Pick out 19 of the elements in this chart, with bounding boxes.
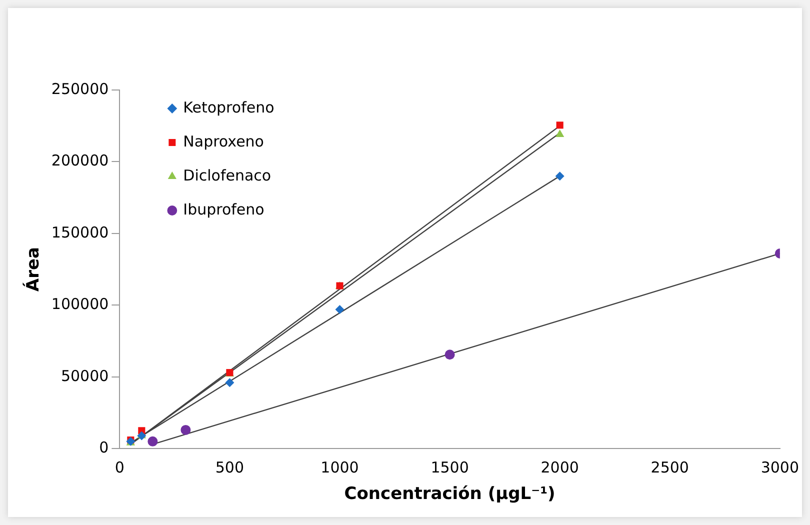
x-tick-label: 1000 (320, 458, 359, 476)
x-tick-label: 1500 (430, 458, 469, 476)
y-axis-title: Área (22, 247, 44, 292)
x-tick-label: 2000 (540, 458, 579, 476)
x-tick-label: 500 (215, 458, 244, 476)
legend-label: Diclofenaco (183, 166, 272, 184)
y-tick-label: 50000 (60, 366, 109, 385)
y-tick-label: 0 (99, 438, 109, 456)
x-tick-label: 2500 (650, 458, 689, 476)
legend-label: Naproxeno (183, 132, 264, 150)
x-tick-label: 3000 (760, 458, 800, 476)
x-axis-title: Concentración (µgL⁻¹) (344, 484, 556, 504)
legend-label: Ibuprofeno (183, 200, 264, 218)
y-tick-label: 200000 (51, 152, 109, 170)
y-tick-label: 150000 (51, 223, 109, 242)
legend-label: Ketoprofeno (183, 98, 274, 116)
y-tick-label: 100000 (51, 295, 109, 314)
x-tick-label: 0 (114, 458, 124, 476)
y-tick-label: 250000 (51, 80, 109, 98)
